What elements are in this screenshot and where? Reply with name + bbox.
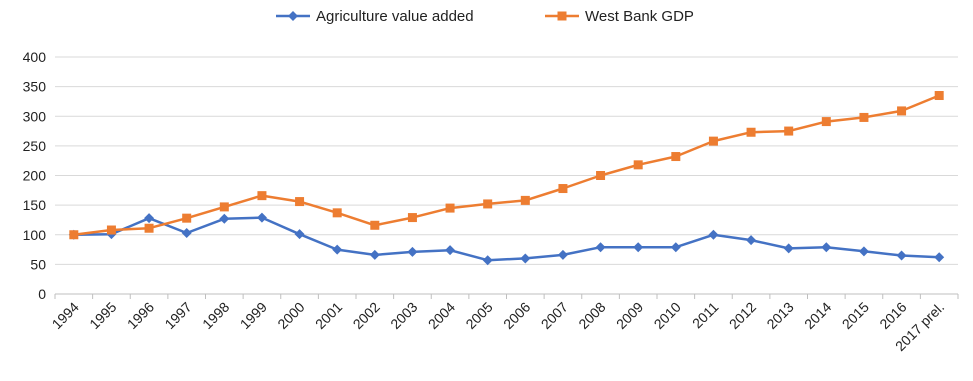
- x-tick-label-2002: 2002: [350, 299, 383, 332]
- series-0-point-20: [821, 242, 832, 253]
- series-1-point-7: [332, 208, 342, 218]
- grid-lines: [55, 56, 958, 265]
- legend-marker-1: [557, 11, 567, 21]
- series-1-point-6: [295, 197, 305, 207]
- series-layer: [68, 91, 945, 266]
- series-1-point-14: [596, 171, 606, 180]
- legend-marker-0: [288, 11, 298, 21]
- series-line-0: [73, 216, 940, 262]
- x-tick-label-2006: 2006: [500, 299, 533, 332]
- series-1-point-4: [219, 202, 229, 212]
- legend: Agriculture value added West Bank GDP: [276, 8, 694, 25]
- series-line-1: [73, 94, 940, 237]
- series-0-point-22: [896, 250, 907, 261]
- x-tick-label-2011: 2011: [689, 299, 722, 332]
- x-tick-label-1999: 1999: [237, 299, 270, 332]
- series-1-point-1: [106, 225, 116, 235]
- series-1-point-12: [520, 195, 530, 205]
- y-tick-label-150: 150: [23, 197, 47, 213]
- series-0-point-14: [595, 242, 606, 253]
- series-1-point-16: [671, 152, 681, 162]
- y-tick-label-300: 300: [23, 108, 47, 124]
- x-tick-label-2000: 2000: [274, 299, 307, 332]
- series-0-point-17: [708, 229, 719, 240]
- series-1-point-13: [558, 184, 568, 194]
- x-tick-label-2008: 2008: [575, 299, 608, 332]
- x-tick-label-2001: 2001: [312, 299, 345, 332]
- x-tick-label-2003: 2003: [387, 299, 420, 332]
- series-0-point-23: [934, 252, 945, 263]
- x-tick-label-2009: 2009: [613, 299, 646, 332]
- series-0-point-9: [407, 246, 418, 257]
- y-tick-label-0: 0: [38, 286, 46, 302]
- x-tick-label-2015: 2015: [839, 299, 872, 332]
- series-0-point-10: [445, 245, 456, 256]
- series-0-point-19: [783, 243, 794, 254]
- series-0-point-16: [670, 242, 681, 253]
- y-tick-label-250: 250: [23, 138, 47, 154]
- series-0-point-7: [332, 244, 343, 255]
- x-tick-label-1998: 1998: [199, 299, 232, 332]
- legend-label-1: West Bank GDP: [585, 8, 694, 25]
- series-0-point-6: [294, 229, 305, 240]
- series-1-point-5: [257, 191, 267, 201]
- x-tick-label-2007: 2007: [538, 299, 571, 332]
- series-1-point-20: [821, 117, 831, 127]
- series-0-point-18: [746, 235, 757, 246]
- series-1-point-17: [708, 136, 718, 146]
- x-tick-label-2005: 2005: [462, 299, 495, 332]
- series-1-point-8: [370, 220, 380, 230]
- series-1-point-11: [483, 199, 493, 209]
- series-1-point-2: [144, 223, 154, 233]
- x-tick-label-1995: 1995: [86, 299, 119, 332]
- series-1-point-10: [445, 203, 455, 213]
- legend-label-0: Agriculture value added: [316, 8, 474, 25]
- y-tick-label-400: 400: [23, 49, 47, 65]
- series-0-point-13: [557, 249, 568, 260]
- x-tick-label-2012: 2012: [726, 299, 759, 332]
- series-1-point-9: [407, 213, 417, 223]
- series-0-point-21: [858, 246, 869, 257]
- x-tick-label-1994: 1994: [49, 299, 82, 332]
- x-tick-label-2013: 2013: [763, 299, 796, 332]
- series-1-point-22: [897, 106, 907, 116]
- series-0-point-3: [181, 227, 192, 238]
- series-0-point-2: [144, 213, 155, 224]
- series-1-point-3: [182, 213, 192, 223]
- series-1-point-21: [859, 112, 869, 122]
- series-1-point-23: [934, 91, 944, 101]
- series-1-point-0: [69, 230, 79, 240]
- series-1-point-15: [633, 160, 643, 170]
- y-tick-label-350: 350: [23, 79, 47, 95]
- x-tick-label-1996: 1996: [124, 299, 157, 332]
- series-0-point-11: [482, 255, 493, 266]
- x-tick-label-1997: 1997: [161, 299, 194, 332]
- x-tick-label-2004: 2004: [425, 299, 458, 332]
- x-tick-label-2016: 2016: [876, 299, 909, 332]
- y-tick-label-200: 200: [23, 168, 47, 184]
- series-1-point-18: [746, 127, 756, 137]
- series-0-point-5: [256, 212, 267, 223]
- x-tick-label-2014: 2014: [801, 299, 834, 332]
- series-0-point-15: [633, 242, 644, 253]
- series-0-point-8: [369, 249, 380, 260]
- x-tick-label-2010: 2010: [651, 299, 684, 332]
- series-1-point-19: [784, 126, 794, 136]
- y-tick-label-100: 100: [23, 227, 47, 243]
- series-0-point-12: [520, 253, 531, 264]
- y-tick-label-50: 50: [30, 256, 46, 272]
- series-0-point-4: [219, 213, 230, 224]
